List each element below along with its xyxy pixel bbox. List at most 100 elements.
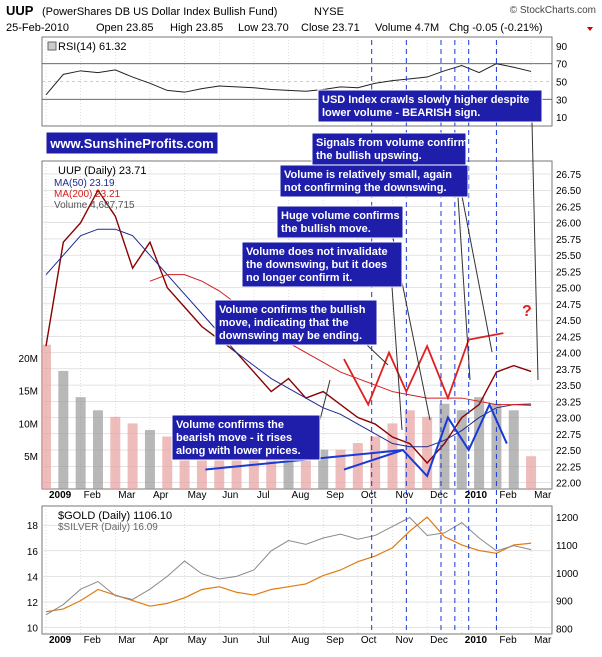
annotation-background (214, 299, 378, 346)
volume-bar (318, 449, 329, 489)
exchange-label: NYSE (314, 6, 344, 18)
annotation-text: the downswing, but it does (246, 259, 387, 271)
volume-value: Volume 4.7M (375, 22, 439, 34)
chart-header: UUP (PowerShares DB US Dollar Index Bull… (6, 3, 596, 34)
price-tick-label: 26.75 (556, 170, 581, 181)
rsi-legend: RSI(14) 61.32 (47, 41, 126, 53)
price-tick-label: 23.75 (556, 365, 581, 376)
watermark-box: www.SunshineProfits.com (45, 131, 219, 155)
price-legend: UUP (Daily) 23.71 MA(50) 23.19 MA(200) 2… (54, 165, 146, 211)
volume-bar (41, 344, 51, 489)
price-tick-label: 25.75 (556, 235, 581, 246)
month-tick-label: May (188, 490, 207, 501)
volume-bar (58, 370, 69, 489)
month-tick-label: Feb (84, 490, 102, 501)
price-tick-label: 26.00 (556, 219, 581, 230)
annotation-text: Volume does not invalidate (246, 246, 388, 258)
price-tick-label: 22.25 (556, 462, 581, 473)
annotation-text: lower volume - BEARISH sign. (322, 107, 480, 119)
rsi-line (45, 63, 532, 96)
month-tick-label: 2009 (49, 490, 72, 501)
month-tick-label: Jun (222, 635, 238, 646)
volume-bar (162, 436, 173, 489)
volume-bar (404, 410, 415, 489)
price-tick-label: 26.25 (556, 202, 581, 213)
price-tick-label: 25.25 (556, 267, 581, 278)
month-tick-label: Dec (430, 635, 448, 646)
annotation-background (317, 89, 543, 123)
month-tick-label: Feb (84, 635, 102, 646)
price-tick-label: 24.25 (556, 332, 581, 343)
metals-right-tick-label: 900 (556, 597, 573, 608)
metals-panel-frame (41, 505, 553, 635)
volume-bar (196, 449, 207, 489)
close-value: Close 23.71 (301, 22, 360, 34)
month-tick-label: Mar (118, 635, 136, 646)
annotation-text: no longer confirm it. (246, 272, 352, 284)
month-tick-label: Mar (534, 490, 552, 501)
annotation-pointer (366, 344, 389, 366)
month-tick-label: Sep (326, 635, 344, 646)
change-down-icon (587, 27, 593, 31)
price-line (45, 188, 532, 465)
volume-bar (300, 449, 311, 489)
volume-bar (231, 456, 242, 489)
metals-legend: $GOLD (Daily) 1106.10 $SILVER (Daily) 16… (58, 510, 172, 533)
month-tick-label: Nov (395, 490, 413, 501)
ma200-legend: MA(200) 23.21 (54, 189, 121, 200)
metals-left-tick-label: 10 (27, 624, 39, 635)
annotation-background (276, 205, 404, 239)
volume-bar (370, 436, 381, 489)
volume-bar (110, 416, 121, 489)
metals-right-tick-label: 1200 (556, 513, 579, 524)
annotation-text: not confirming the downswing. (284, 182, 447, 194)
rsi-tick-label: 90 (556, 42, 568, 53)
price-tick-label: 22.50 (556, 446, 581, 457)
month-tick-label: Mar (118, 490, 136, 501)
annotation-text: Signals from volume confirm (316, 137, 468, 149)
annotation-text: Volume is relatively small, again (284, 169, 452, 181)
annotation-text: downswing may be ending. (219, 330, 362, 342)
volume-bar (474, 397, 485, 489)
month-tick-label: Apr (153, 635, 169, 646)
month-tick-label: Jul (257, 635, 270, 646)
month-tick-label: Sep (326, 490, 344, 501)
annotation-text: bearish move - it rises (176, 432, 292, 444)
price-title: UUP (Daily) 23.71 (58, 165, 146, 177)
metals-left-tick-label: 12 (27, 598, 39, 609)
month-tick-label: 2009 (49, 635, 72, 646)
volume-bar (352, 443, 363, 489)
volume-bar (422, 416, 433, 489)
annotation-background (171, 414, 321, 461)
volume-bar (526, 456, 537, 489)
price-tick-label: 25.50 (556, 251, 581, 262)
metals-left-tick-label: 16 (27, 547, 39, 558)
month-tick-label: Jul (257, 490, 270, 501)
silver-line (45, 516, 532, 616)
metals-right-tick-label: 1000 (556, 569, 579, 580)
rsi-legend-swatch (47, 41, 57, 51)
price-tick-label: 23.00 (556, 414, 581, 425)
volume-bar (508, 410, 519, 489)
month-tick-label: Aug (292, 490, 310, 501)
question-mark: ? (522, 303, 532, 320)
change-value: Chg -0.05 (-0.21%) (449, 22, 543, 34)
price-tick-label: 24.50 (556, 316, 581, 327)
gold-legend: $GOLD (Daily) 1106.10 (58, 510, 172, 522)
low-value: Low 23.70 (238, 22, 289, 34)
volume-bar (283, 456, 294, 489)
volume-bar (456, 410, 467, 489)
month-tick-label: 2010 (465, 635, 488, 646)
volume-legend: Volume 4,687,715 (54, 200, 135, 211)
month-tick-label: 2010 (465, 490, 488, 501)
volume-tick-label: 20M (19, 354, 38, 365)
open-value: Open 23.85 (96, 22, 154, 34)
vertical-markers (371, 40, 497, 632)
annotation-boxes: USD Index crawls slowly higher despitelo… (171, 89, 543, 461)
ma200-line (149, 274, 532, 406)
